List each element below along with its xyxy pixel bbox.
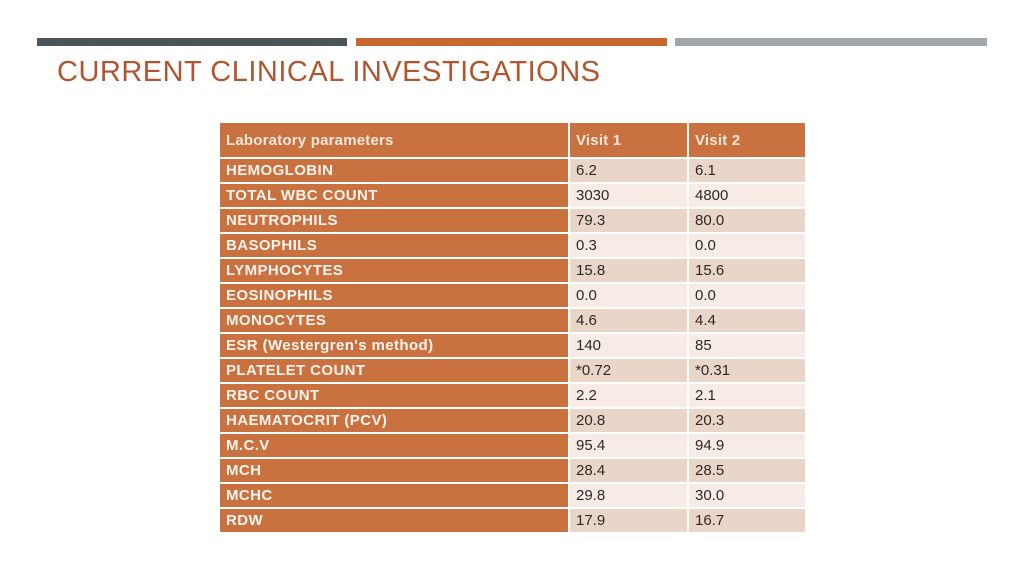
visit1-value-cell: 28.4 xyxy=(568,457,689,484)
visit2-value-cell: 0.0 xyxy=(687,232,807,259)
visit1-value-cell: 6.2 xyxy=(568,157,689,184)
visit1-value-cell: 0.0 xyxy=(568,282,689,309)
table-row: NEUTROPHILS 79.3 80.0 xyxy=(218,207,807,234)
param-label-cell: NEUTROPHILS xyxy=(218,207,570,234)
column-header-parameters: Laboratory parameters xyxy=(218,121,570,159)
visit1-value-cell: 95.4 xyxy=(568,432,689,459)
table-row: RDW 17.9 16.7 xyxy=(218,507,807,534)
visit2-value-cell: 80.0 xyxy=(687,207,807,234)
table-row: MCHC 29.8 30.0 xyxy=(218,482,807,509)
visit1-value-cell: 3030 xyxy=(568,182,689,209)
table-row: EOSINOPHILS 0.0 0.0 xyxy=(218,282,807,309)
visit1-value-cell: 17.9 xyxy=(568,507,689,534)
param-label-cell: MCHC xyxy=(218,482,570,509)
visit1-value-cell: 0.3 xyxy=(568,232,689,259)
accent-bar-orange xyxy=(356,38,667,46)
table-row: ESR (Westergren's method) 140 85 xyxy=(218,332,807,359)
visit2-value-cell: 6.1 xyxy=(687,157,807,184)
visit1-value-cell: 140 xyxy=(568,332,689,359)
visit2-value-cell: 15.6 xyxy=(687,257,807,284)
accent-bar-gray xyxy=(675,38,987,46)
visit2-value-cell: 28.5 xyxy=(687,457,807,484)
visit2-value-cell: 16.7 xyxy=(687,507,807,534)
table-row: MONOCYTES 4.6 4.4 xyxy=(218,307,807,334)
visit1-value-cell: 20.8 xyxy=(568,407,689,434)
param-label-cell: M.C.V xyxy=(218,432,570,459)
visit2-value-cell: 4.4 xyxy=(687,307,807,334)
lab-results-table: Laboratory parameters Visit 1 Visit 2 HE… xyxy=(218,121,807,534)
table-row: RBC COUNT 2.2 2.1 xyxy=(218,382,807,409)
param-label-cell: LYMPHOCYTES xyxy=(218,257,570,284)
table-row: TOTAL WBC COUNT 3030 4800 xyxy=(218,182,807,209)
param-label-cell: HEMOGLOBIN xyxy=(218,157,570,184)
table-row: M.C.V 95.4 94.9 xyxy=(218,432,807,459)
page-title: CURRENT CLINICAL INVESTIGATIONS xyxy=(57,56,601,88)
visit1-value-cell: 29.8 xyxy=(568,482,689,509)
param-label-cell: RBC COUNT xyxy=(218,382,570,409)
visit2-value-cell: 2.1 xyxy=(687,382,807,409)
visit1-value-cell: *0.72 xyxy=(568,357,689,384)
column-header-visit1: Visit 1 xyxy=(568,121,689,159)
param-label-cell: MONOCYTES xyxy=(218,307,570,334)
param-label-cell: PLATELET COUNT xyxy=(218,357,570,384)
visit2-value-cell: *0.31 xyxy=(687,357,807,384)
visit1-value-cell: 4.6 xyxy=(568,307,689,334)
visit1-value-cell: 15.8 xyxy=(568,257,689,284)
table-row: PLATELET COUNT *0.72 *0.31 xyxy=(218,357,807,384)
param-label-cell: HAEMATOCRIT (PCV) xyxy=(218,407,570,434)
param-label-cell: TOTAL WBC COUNT xyxy=(218,182,570,209)
visit2-value-cell: 20.3 xyxy=(687,407,807,434)
table-body: HEMOGLOBIN 6.2 6.1 TOTAL WBC COUNT 3030 4800 N… xyxy=(218,157,807,534)
table-row: LYMPHOCYTES 15.8 15.6 xyxy=(218,257,807,284)
visit2-value-cell: 94.9 xyxy=(687,432,807,459)
param-label-cell: BASOPHILS xyxy=(218,232,570,259)
param-label-cell: EOSINOPHILS xyxy=(218,282,570,309)
accent-bar-dark xyxy=(37,38,347,46)
visit2-value-cell: 30.0 xyxy=(687,482,807,509)
table-row: HAEMATOCRIT (PCV) 20.8 20.3 xyxy=(218,407,807,434)
table-row: MCH 28.4 28.5 xyxy=(218,457,807,484)
table-row: BASOPHILS 0.3 0.0 xyxy=(218,232,807,259)
table-row: HEMOGLOBIN 6.2 6.1 xyxy=(218,157,807,184)
visit2-value-cell: 85 xyxy=(687,332,807,359)
param-label-cell: ESR (Westergren's method) xyxy=(218,332,570,359)
table-header-row: Laboratory parameters Visit 1 Visit 2 xyxy=(218,121,807,159)
param-label-cell: RDW xyxy=(218,507,570,534)
column-header-visit2: Visit 2 xyxy=(687,121,807,159)
visit1-value-cell: 2.2 xyxy=(568,382,689,409)
visit1-value-cell: 79.3 xyxy=(568,207,689,234)
visit2-value-cell: 0.0 xyxy=(687,282,807,309)
visit2-value-cell: 4800 xyxy=(687,182,807,209)
param-label-cell: MCH xyxy=(218,457,570,484)
